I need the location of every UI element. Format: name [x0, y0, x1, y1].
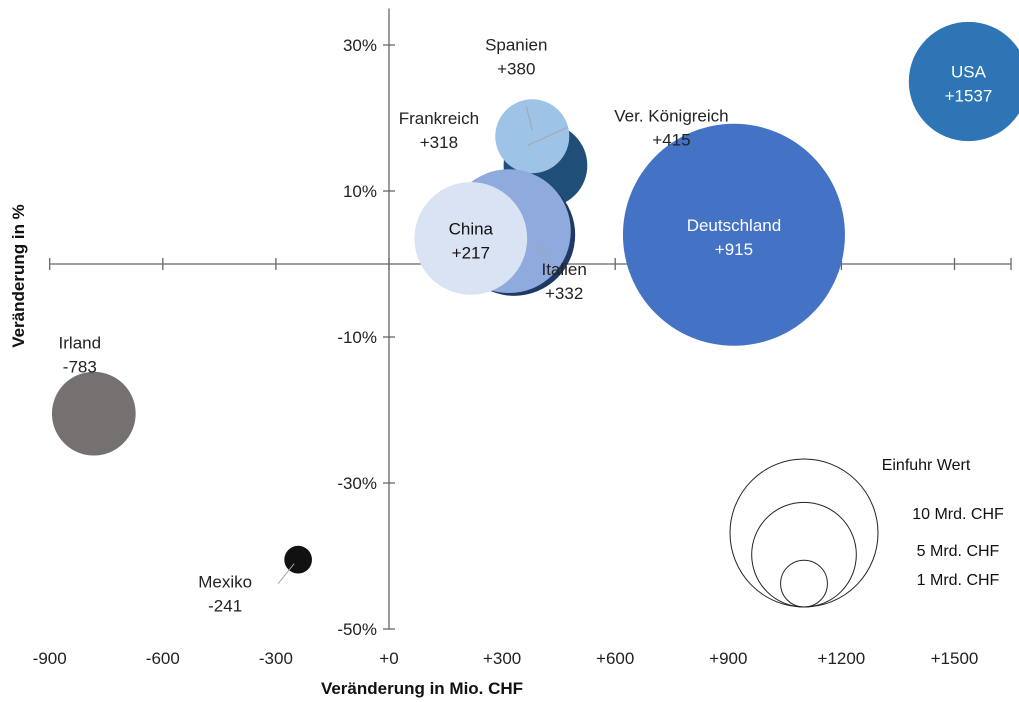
- bubble-name-italien: Italien: [541, 260, 586, 279]
- legend-label: 1 Mrd. CHF: [917, 572, 1000, 589]
- y-tick-label: -10%: [337, 328, 377, 347]
- x-axis-title: Veränderung in Mio. CHF: [321, 679, 523, 698]
- leader-line-spanien: [525, 106, 533, 131]
- leader-line-ver-koenigreich: [527, 126, 568, 146]
- axes: -900 -600 -300 +0 +300 +600 +900 +1200 +1500 30% 1…: [33, 8, 1012, 668]
- leader-line-italien: [535, 244, 551, 264]
- bubbles: [51, 21, 1019, 574]
- y-tick-label: -50%: [337, 620, 377, 639]
- x-tick-label: -300: [259, 649, 293, 668]
- bubble-value-deutschland: +915: [715, 240, 753, 259]
- bubble-irland: [51, 371, 136, 456]
- legend-circle: [780, 559, 828, 608]
- bubble-mexiko: [284, 545, 312, 574]
- size-legend: Einfuhr Wert 10 Mrd. CHF 5 Mrd. CHF 1 Mrd. …: [729, 457, 1004, 608]
- bubble-name-ver-koenigreich: Ver. Königreich: [614, 106, 728, 125]
- leader-line-mexiko: [277, 563, 295, 584]
- bubble-value-usa: +1537: [945, 87, 993, 106]
- bubble-name-frankreich: Frankreich: [399, 109, 479, 128]
- bubble-usa: [908, 21, 1019, 142]
- bubble-name-spanien: Spanien: [485, 35, 547, 54]
- bubble-name-deutschland: Deutschland: [687, 216, 782, 235]
- legend-label: 10 Mrd. CHF: [912, 506, 1004, 523]
- x-tick-label: +900: [709, 649, 747, 668]
- y-tick-label: 30%: [343, 36, 377, 55]
- bubble-value-spanien: +380: [497, 59, 535, 78]
- bubble-name-usa: USA: [951, 63, 987, 82]
- legend-circle: [751, 501, 857, 608]
- bubble-name-mexiko: Mexiko: [198, 573, 252, 592]
- legend-label: 5 Mrd. CHF: [917, 543, 1000, 560]
- bubble-deutschland: [622, 123, 845, 346]
- legend-title: Einfuhr Wert: [882, 457, 971, 474]
- bubble-spanien: [495, 99, 570, 174]
- x-tick-label: +1200: [818, 649, 866, 668]
- y-axis-title: Veränderung in %: [9, 204, 28, 348]
- y-tick-label: -30%: [337, 474, 377, 493]
- bubble-name-irland: Irland: [59, 334, 102, 353]
- bubble-value-frankreich: +318: [420, 133, 458, 152]
- bubble-china: [414, 182, 528, 295]
- bubble-value-ver-koenigreich: +415: [652, 130, 690, 149]
- x-tick-label: -600: [146, 649, 180, 668]
- bubble-name-china: China: [449, 219, 494, 238]
- y-tick-label: 10%: [343, 182, 377, 201]
- bubble-value-china: +217: [452, 243, 490, 262]
- legend-circle: [729, 458, 879, 608]
- bubble-value-irland: -783: [63, 358, 97, 377]
- x-tick-label: +300: [483, 649, 521, 668]
- x-tick-label: +1500: [931, 649, 979, 668]
- bubble-value-italien: +332: [545, 284, 583, 303]
- bubble-value-mexiko: -241: [208, 597, 242, 616]
- x-tick-label: +600: [596, 649, 634, 668]
- x-tick-label: -900: [33, 649, 67, 668]
- bubble-labels: Ver. Königreich +415 Spanien +380 Italien +33…: [59, 35, 993, 615]
- x-tick-label: +0: [379, 649, 398, 668]
